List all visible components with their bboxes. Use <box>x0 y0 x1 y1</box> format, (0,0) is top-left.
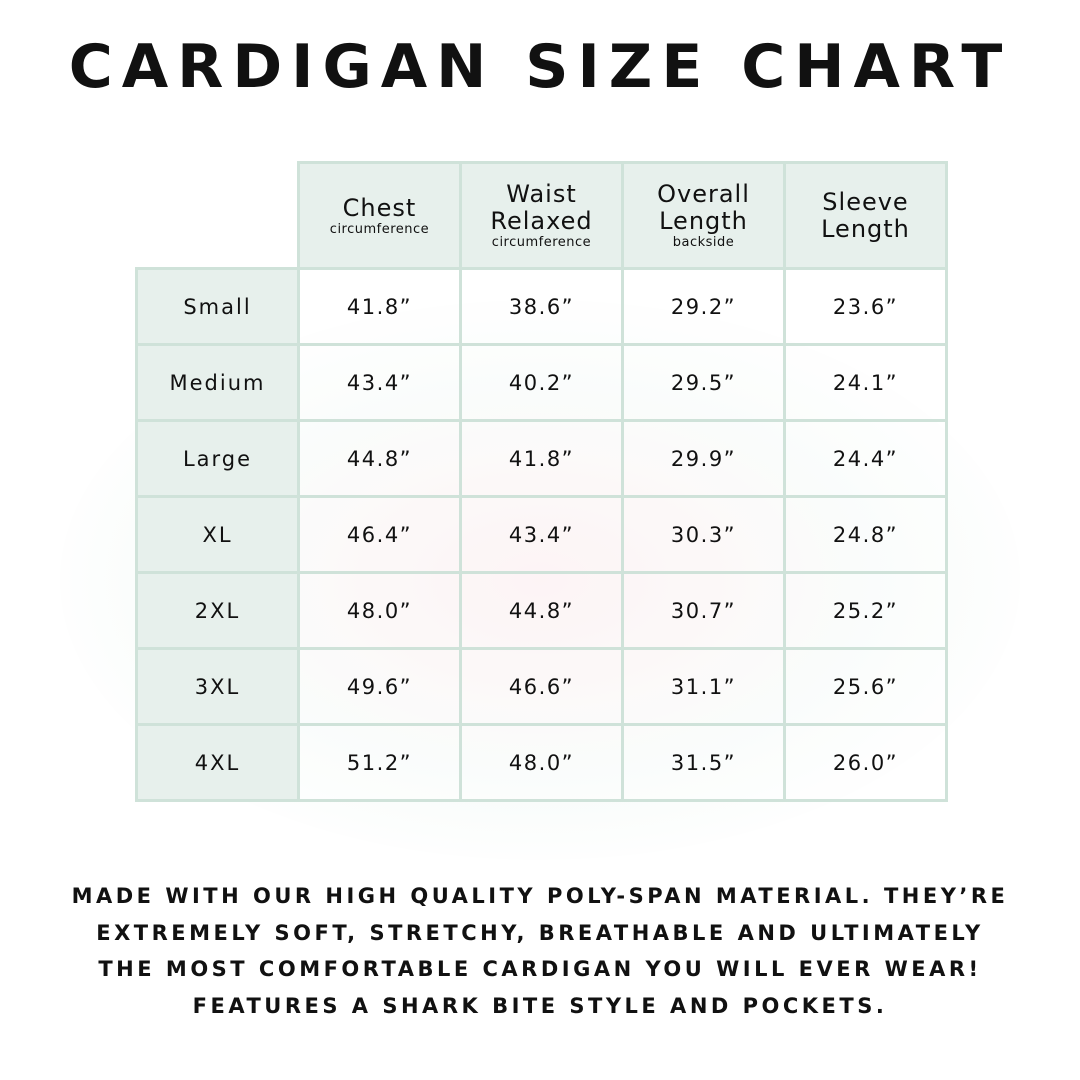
measurement-cell: 31.5” <box>621 723 786 802</box>
measurement-cell: 30.7” <box>621 571 786 650</box>
size-label: 4XL <box>135 723 300 802</box>
measurement-cell: 43.4” <box>459 495 624 574</box>
measurement-cell: 48.0” <box>297 571 462 650</box>
page-title: CARDIGAN SIZE CHART <box>68 32 1012 102</box>
description: MADE WITH OUR HIGH QUALITY POLY-SPAN MAT… <box>0 878 1080 1024</box>
table-row: XL 46.4” 43.4” 30.3” 24.8” <box>135 495 948 574</box>
measurement-cell: 46.4” <box>297 495 462 574</box>
column-header-sleeve: Sleeve Length <box>783 161 948 270</box>
measurement-cell: 23.6” <box>783 267 948 346</box>
measurement-cell: 24.1” <box>783 343 948 422</box>
description-line: FEATURES A SHARK BITE STYLE AND POCKETS. <box>192 993 888 1018</box>
measurement-cell: 30.3” <box>621 495 786 574</box>
measurement-cell: 24.4” <box>783 419 948 498</box>
header-row: Chest circumference Waist Relaxed circumfe… <box>137 161 948 270</box>
measurement-cell: 29.5” <box>621 343 786 422</box>
measurement-cell: 41.8” <box>459 419 624 498</box>
measurement-cell: 49.6” <box>297 647 462 726</box>
column-header-waist: Waist Relaxed circumference <box>459 161 624 270</box>
corner-cell <box>137 163 299 269</box>
table-row: Large 44.8” 41.8” 29.9” 24.4” <box>135 419 948 498</box>
measurement-cell: 31.1” <box>621 647 786 726</box>
description-line: MADE WITH OUR HIGH QUALITY POLY-SPAN MAT… <box>71 884 1009 908</box>
measurement-cell: 46.6” <box>459 647 624 726</box>
description-line: EXTREMELY SOFT, STRETCHY, BREATHABLE AND… <box>96 920 984 945</box>
size-table: Chest circumference Waist Relaxed circumfe… <box>135 161 948 802</box>
measurement-cell: 51.2” <box>297 723 462 802</box>
measurement-cell: 25.2” <box>783 571 948 650</box>
table-row: 3XL 49.6” 46.6” 31.1” 25.6” <box>135 647 948 726</box>
size-label: Large <box>135 419 300 498</box>
table-row: 2XL 48.0” 44.8” 30.7” 25.2” <box>135 571 948 650</box>
size-label: Medium <box>135 343 300 422</box>
size-label: Small <box>135 267 300 346</box>
measurement-cell: 38.6” <box>459 267 624 346</box>
table-row: Medium 43.4” 40.2” 29.5” 24.1” <box>135 343 948 422</box>
table-row: 4XL 51.2” 48.0” 31.5” 26.0” <box>135 723 948 802</box>
measurement-cell: 29.9” <box>621 419 786 498</box>
size-label: 3XL <box>135 647 300 726</box>
size-label: 2XL <box>135 571 300 650</box>
description-line: THE MOST COMFORTABLE CARDIGAN YOU WILL E… <box>98 957 982 981</box>
size-label: XL <box>135 495 300 574</box>
table-row: Small 41.8” 38.6” 29.2” 23.6” <box>135 267 948 346</box>
measurement-cell: 44.8” <box>459 571 624 650</box>
column-header-chest: Chest circumference <box>297 161 462 270</box>
measurement-cell: 44.8” <box>297 419 462 498</box>
measurement-cell: 43.4” <box>297 343 462 422</box>
measurement-cell: 40.2” <box>459 343 624 422</box>
measurement-cell: 48.0” <box>459 723 624 802</box>
measurement-cell: 25.6” <box>783 647 948 726</box>
measurement-cell: 26.0” <box>783 723 948 802</box>
measurement-cell: 29.2” <box>621 267 786 346</box>
measurement-cell: 24.8” <box>783 495 948 574</box>
measurement-cell: 41.8” <box>297 267 462 346</box>
column-header-length: Overall Length backside <box>621 161 786 270</box>
